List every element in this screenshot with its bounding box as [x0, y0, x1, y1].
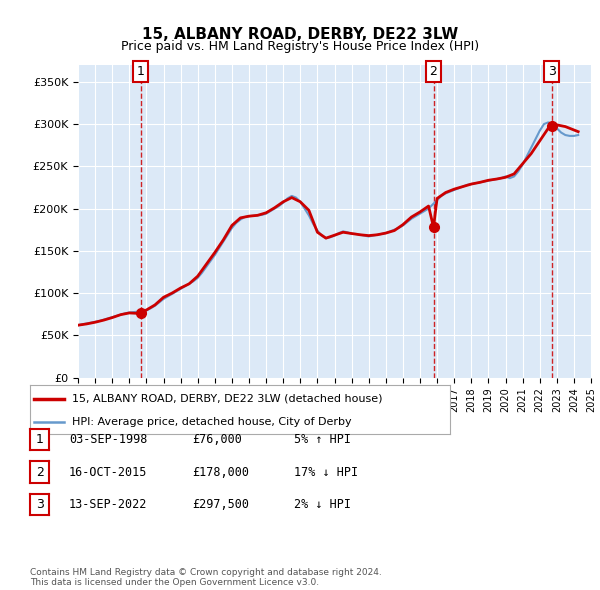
- Text: 2: 2: [35, 466, 44, 478]
- Text: £178,000: £178,000: [192, 466, 249, 478]
- Text: £76,000: £76,000: [192, 433, 242, 446]
- Text: 2% ↓ HPI: 2% ↓ HPI: [294, 498, 351, 511]
- Text: Price paid vs. HM Land Registry's House Price Index (HPI): Price paid vs. HM Land Registry's House …: [121, 40, 479, 53]
- Text: 16-OCT-2015: 16-OCT-2015: [69, 466, 148, 478]
- Text: 5% ↑ HPI: 5% ↑ HPI: [294, 433, 351, 446]
- Text: 15, ALBANY ROAD, DERBY, DE22 3LW (detached house): 15, ALBANY ROAD, DERBY, DE22 3LW (detach…: [72, 394, 383, 404]
- Text: 1: 1: [35, 433, 44, 446]
- Text: 13-SEP-2022: 13-SEP-2022: [69, 498, 148, 511]
- Text: 03-SEP-1998: 03-SEP-1998: [69, 433, 148, 446]
- Text: 17% ↓ HPI: 17% ↓ HPI: [294, 466, 358, 478]
- Text: 15, ALBANY ROAD, DERBY, DE22 3LW: 15, ALBANY ROAD, DERBY, DE22 3LW: [142, 27, 458, 41]
- Text: 3: 3: [548, 65, 556, 78]
- Text: 1: 1: [137, 65, 145, 78]
- Text: £297,500: £297,500: [192, 498, 249, 511]
- Text: 3: 3: [35, 498, 44, 511]
- Text: 2: 2: [430, 65, 437, 78]
- Text: Contains HM Land Registry data © Crown copyright and database right 2024.
This d: Contains HM Land Registry data © Crown c…: [30, 568, 382, 587]
- Text: HPI: Average price, detached house, City of Derby: HPI: Average price, detached house, City…: [72, 417, 352, 427]
